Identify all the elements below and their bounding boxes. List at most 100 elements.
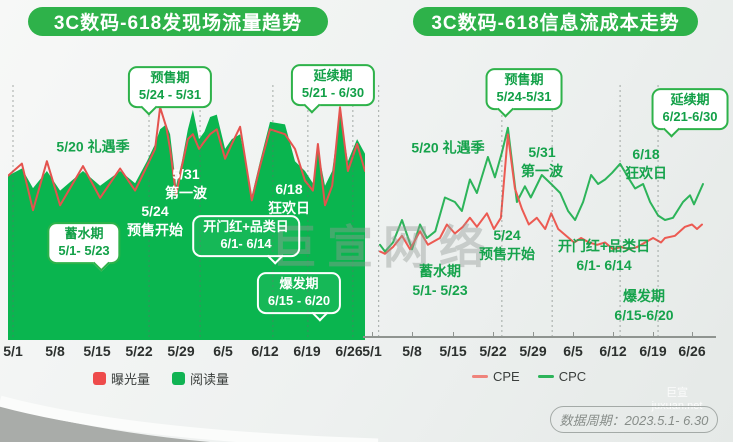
label-carnival-day-right-text: 6/18: [632, 146, 660, 163]
callout-extension-right-text: 6/21-6/30: [662, 109, 718, 124]
label-opening-red-right-text: 开门红+品类日: [557, 238, 651, 255]
legend-label-cpe: CPE: [493, 369, 520, 384]
callout-extension-left-text: 5/21 - 6/30: [301, 85, 365, 100]
right-chart-axis-line: [363, 336, 716, 338]
label-carnival-day-left-text: 6/18: [275, 181, 303, 198]
x-tick-label: 5/1: [3, 343, 23, 359]
label-gift-season-right-text: 5/20 礼遇季: [411, 139, 485, 156]
label-burst-right-text: 6/15-6/20: [614, 307, 674, 323]
corner-watermark-line1: 巨宣: [665, 387, 688, 399]
callout-extension-right: 延续期 6/21-6/30: [651, 88, 729, 138]
series-line-CPC: [379, 126, 704, 253]
x-tick-label: 6/26: [678, 343, 706, 359]
callout-opening-red-left: 开门红+品类日 6/1- 6/14: [192, 215, 300, 265]
label-presale-start-right-text: 5/24: [493, 227, 521, 244]
legend-item-exposure: 曝光量: [93, 369, 150, 388]
legend-label-reads: 阅读量: [190, 372, 230, 387]
callout-opening-red-left-text: 6/1- 6/14: [220, 236, 272, 251]
callout-presale-right-text: 预售期: [504, 72, 544, 88]
corner-gray-shape: [0, 406, 210, 442]
callout-extension-left-text: 延续期: [313, 68, 353, 84]
series-line-曝光量: [7, 106, 366, 212]
x-tick-label: 5/8: [402, 343, 422, 359]
cpc-dash-swatch-icon: [537, 375, 554, 378]
x-tick-mark: [653, 332, 654, 336]
x-tick-label: 6/5: [213, 343, 233, 359]
x-tick-label: 5/29: [167, 343, 195, 359]
x-tick-mark: [372, 332, 373, 336]
label-water-storage-right-text: 蓄水期: [418, 263, 461, 280]
x-tick-label: 5/22: [125, 343, 153, 359]
callout-water-storage-left-text: 蓄水期: [64, 226, 104, 242]
callout-extension-right-text: 延续期: [670, 92, 710, 108]
label-first-wave-right-text: 5/31: [528, 144, 556, 161]
label-first-wave-left-text: 5/31: [172, 166, 200, 183]
label-opening-red-right-text: 6/1- 6/14: [576, 257, 632, 273]
legend-label-exposure: 曝光量: [111, 372, 151, 387]
legend-item-reads: 阅读量: [172, 369, 229, 388]
exposure-swatch-icon: [93, 372, 106, 385]
series-line-CPE: [379, 133, 703, 255]
corner-white-curve: [0, 395, 379, 442]
cpe-dash-swatch-icon: [472, 375, 488, 378]
x-tick-label: 5/15: [83, 343, 111, 359]
data-period-badge: 数据周期：2023.5.1- 6.30: [550, 406, 718, 433]
reads-swatch-icon: [172, 372, 186, 385]
center-watermark: 巨宣网络: [271, 221, 495, 273]
x-tick-label: 5/8: [45, 343, 65, 359]
callout-opening-red-left-text: 开门红+品类日: [203, 219, 289, 235]
label-presale-start-left-text: 预售开始: [127, 222, 183, 238]
label-gift-season-right: 5/20 礼遇季: [411, 139, 484, 158]
x-tick-label: 6/26: [335, 343, 363, 359]
left-chart-legend: 曝光量 阅读量: [93, 369, 229, 388]
callout-burst-left: 爆发期 6/15 - 6/20: [256, 272, 342, 322]
callout-presale-left-text: 5/24 - 5/31: [138, 87, 202, 102]
x-tick-label: 6/19: [293, 343, 321, 359]
label-carnival-day-right-text: 狂欢日: [625, 165, 667, 181]
label-first-wave-right-text: 第一波: [521, 163, 563, 179]
label-presale-start-left-text: 5/24: [141, 203, 169, 220]
label-gift-season-left: 5/20 礼遇季: [56, 138, 129, 157]
x-tick-label: 5/22: [479, 343, 507, 359]
x-tick-label: 5/15: [439, 343, 467, 359]
x-tick-label: 5/29: [519, 343, 547, 359]
x-tick-label: 6/12: [599, 343, 627, 359]
label-presale-start-right: 5/24 预售开始: [479, 226, 535, 264]
label-presale-start-left: 5/24 预售开始: [127, 202, 183, 240]
legend-item-cpe: CPE: [472, 369, 520, 384]
right-chart-title: 3C数码-618信息流成本走势: [413, 7, 698, 36]
callout-presale-right-text: 5/24-5/31: [496, 89, 552, 104]
x-tick-label: 6/12: [251, 343, 279, 359]
callout-presale-right: 预售期 5/24-5/31: [485, 68, 563, 118]
right-chart-legend: CPE CPC: [472, 369, 586, 384]
legend-label-cpc: CPC: [558, 369, 587, 384]
label-water-storage-right: 蓄水期 5/1- 5/23: [412, 262, 467, 300]
callout-burst-left-text: 6/15 - 6/20: [267, 293, 331, 308]
x-tick-mark: [533, 332, 534, 336]
callout-presale-left-text: 预售期: [150, 70, 190, 86]
series-area-阅读量: [8, 109, 365, 340]
x-tick-mark: [613, 332, 614, 336]
left-chart-plot: [7, 85, 366, 345]
x-tick-mark: [412, 332, 413, 336]
label-first-wave-left-text: 第一波: [165, 185, 207, 201]
label-burst-right-text: 爆发期: [622, 288, 665, 305]
label-carnival-day-left-text: 狂欢日: [268, 200, 310, 216]
label-first-wave-right: 5/31 第一波: [521, 143, 563, 181]
x-tick-mark: [692, 332, 693, 336]
label-carnival-day-left: 6/18 狂欢日: [268, 180, 310, 218]
x-tick-mark: [573, 332, 574, 336]
callout-extension-left: 延续期 5/21 - 6/30: [290, 64, 376, 114]
callout-water-storage-left-text: 5/1- 5/23: [58, 243, 110, 258]
x-tick-label: 6/19: [639, 343, 667, 359]
callout-burst-left-text: 爆发期: [279, 276, 319, 292]
label-opening-red-right: 开门红+品类日 6/1- 6/14: [558, 237, 650, 275]
label-first-wave-left: 5/31 第一波: [165, 165, 207, 203]
x-tick-mark: [493, 332, 494, 336]
callout-presale-left: 预售期 5/24 - 5/31: [127, 66, 213, 116]
x-tick-label: 6/5: [563, 343, 583, 359]
label-gift-season-left-text: 5/20 礼遇季: [56, 138, 130, 155]
corner-swoosh-decoration: [0, 395, 379, 442]
x-tick-label: 5/1: [362, 343, 382, 359]
